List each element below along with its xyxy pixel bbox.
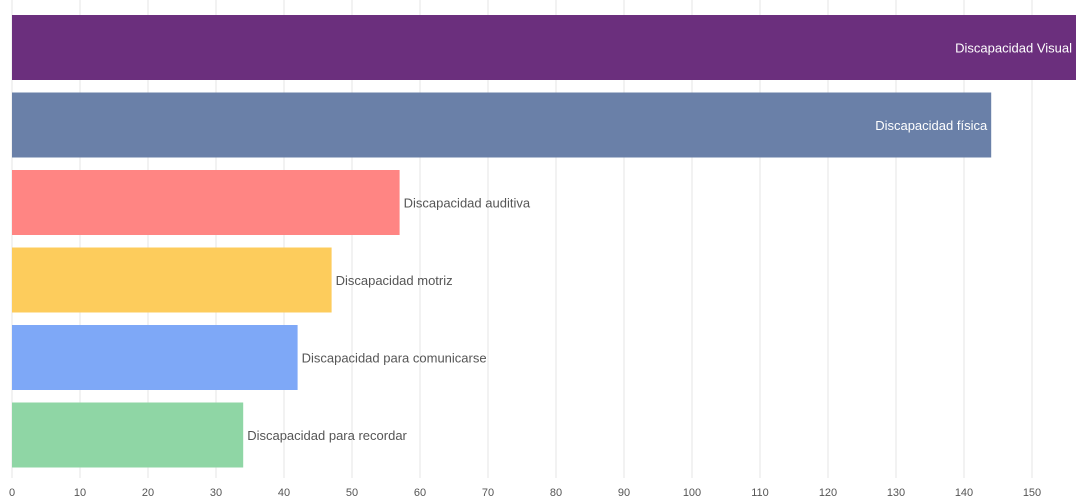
x-tick-label: 80 <box>550 487 562 499</box>
x-tick-label: 30 <box>210 487 222 499</box>
bar-label: Discapacidad auditiva <box>404 196 531 211</box>
x-tick-label: 150 <box>1023 487 1041 499</box>
bar-label: Discapacidad física <box>875 118 988 133</box>
x-tick-label: 50 <box>346 487 358 499</box>
x-tick-label: 60 <box>414 487 426 499</box>
x-tick-label: 130 <box>887 487 905 499</box>
x-tick-label: 70 <box>482 487 494 499</box>
x-tick-label: 110 <box>751 487 769 499</box>
x-tick-label: 20 <box>142 487 154 499</box>
bars-layer <box>12 15 1076 468</box>
bar[interactable] <box>12 247 332 313</box>
x-tick-label: 40 <box>278 487 290 499</box>
x-axis-ticks: 0 10 20 30 40 50 60 70 80 90 100 110 120 130 140 150 <box>9 487 1041 499</box>
bar[interactable] <box>12 402 244 468</box>
x-tick-label: 0 <box>9 487 15 499</box>
bar[interactable] <box>12 170 400 235</box>
bar[interactable] <box>12 15 1076 80</box>
x-tick-label: 120 <box>819 487 837 499</box>
x-tick-label: 90 <box>618 487 630 499</box>
x-tick-label: 140 <box>955 487 973 499</box>
bar[interactable] <box>12 325 298 390</box>
bar-label: Discapacidad Visual <box>955 41 1072 56</box>
x-tick-label: 10 <box>74 487 86 499</box>
bar-label: Discapacidad para recordar <box>247 428 407 443</box>
bar-label: Discapacidad motriz <box>336 273 453 288</box>
bar-labels-layer: Discapacidad Visual Discapacidad física Di… <box>247 41 1072 444</box>
x-tick-label: 100 <box>683 487 701 499</box>
bar-label: Discapacidad para comunicarse <box>302 351 487 366</box>
bar[interactable] <box>12 92 992 158</box>
